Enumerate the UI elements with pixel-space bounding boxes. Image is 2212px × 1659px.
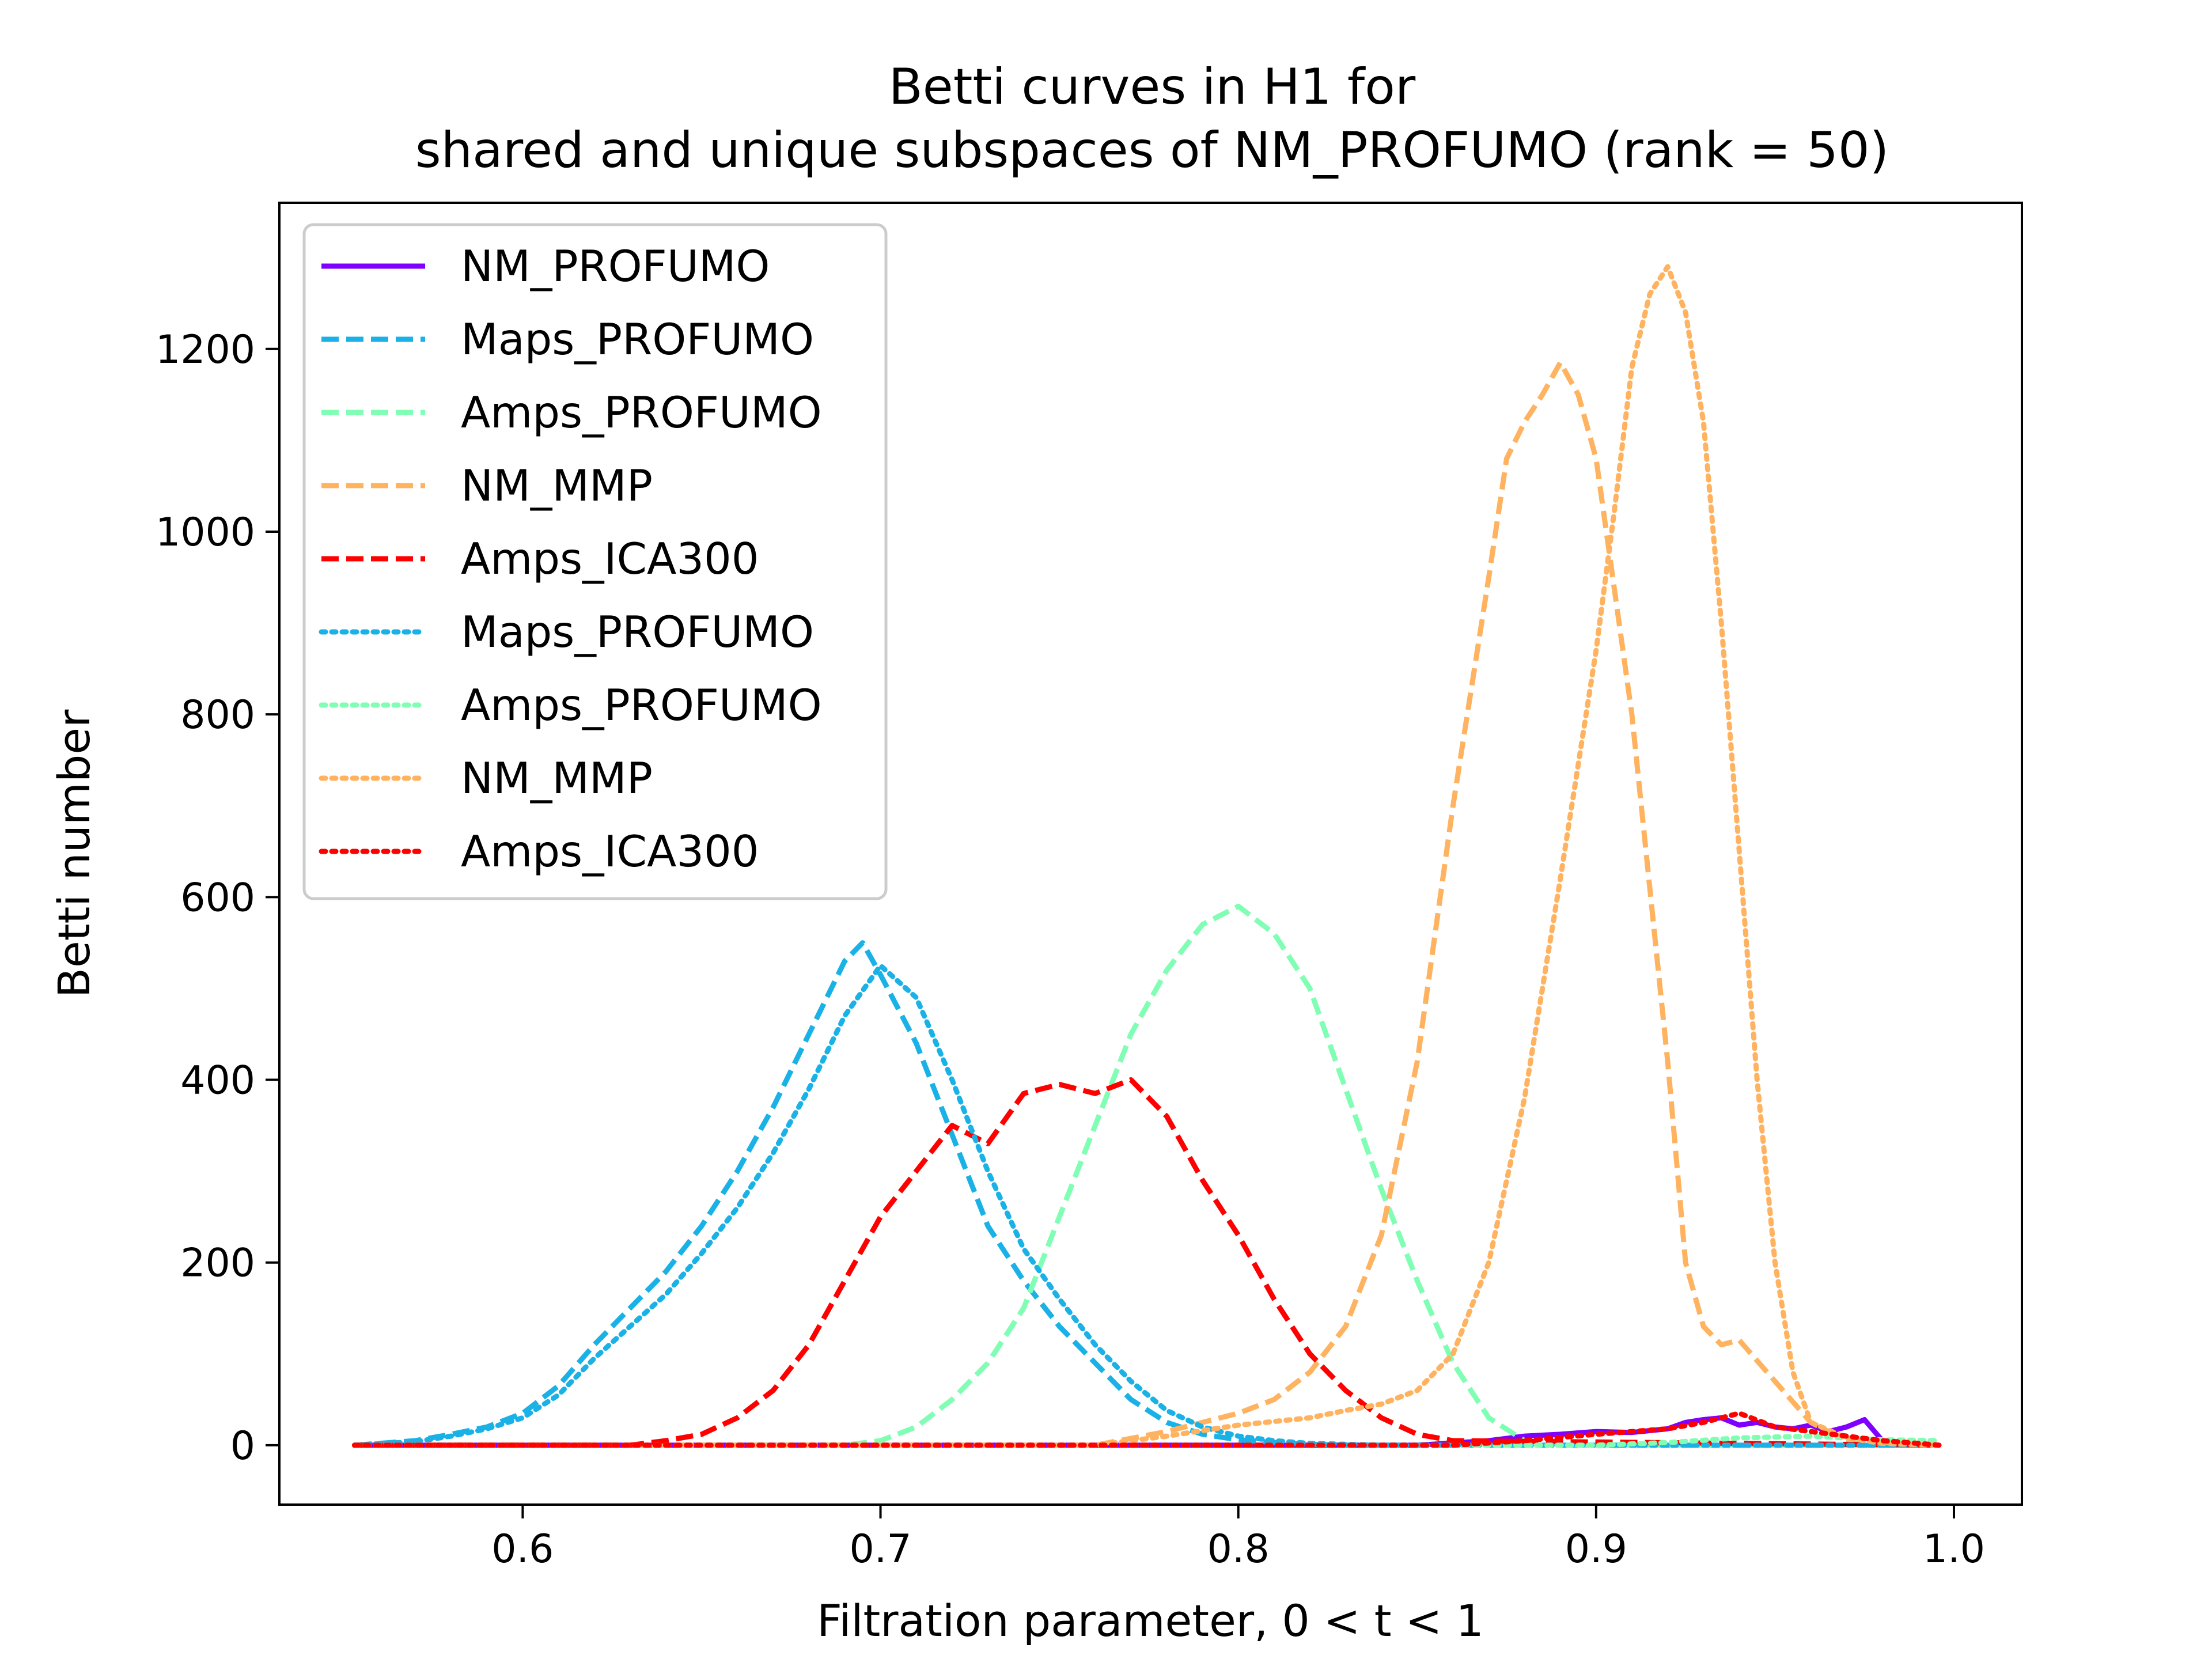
series-line-dotted-nm-mmp (351, 264, 1942, 1448)
x-tick-label: 0.8 (1207, 1527, 1270, 1572)
y-tick-label: 600 (180, 875, 255, 921)
series-line-dashed-amps-profumo (354, 903, 1940, 1448)
x-axis: 0.6 0.7 0.8 0.9 1.0 (491, 1505, 1985, 1572)
plot-frame (278, 202, 2023, 1506)
legend-label: NM_MMP (461, 753, 653, 804)
chart-title-line-1: Betti curves in H1 for (889, 58, 1416, 116)
y-tick-label: 1000 (156, 510, 255, 555)
legend-label: Maps_PROFUMO (461, 314, 814, 365)
series-line-dashed-maps-profumo (354, 940, 1940, 1448)
y-axis: 0 200 400 600 800 1000 1200 (156, 327, 279, 1469)
legend-label: Amps_PROFUMO (461, 680, 822, 730)
y-tick-label: 400 (180, 1058, 255, 1104)
series-line-dashed-amps-ica300 (354, 1077, 1940, 1448)
chart-title-line-2: shared and unique subspaces of NM_PROFUM… (415, 122, 1889, 179)
x-tick-label: 1.0 (1923, 1527, 1985, 1572)
y-tick-label: 800 (180, 692, 255, 738)
x-tick-label: 0.7 (849, 1527, 911, 1572)
x-tick-label: 0.6 (491, 1527, 554, 1572)
series-layer (351, 264, 1942, 1448)
y-axis-label: Betti number (48, 709, 100, 998)
y-tick-label: 0 (230, 1423, 255, 1469)
legend-label: Amps_ICA300 (461, 826, 759, 877)
y-tick-label: 200 (180, 1241, 255, 1286)
series-line-dashed-nm-mmp (354, 360, 1940, 1448)
legend-box (302, 223, 888, 900)
legend-label: Amps_ICA300 (461, 533, 759, 584)
legend-label: NM_PROFUMO (461, 241, 770, 291)
series-line-dotted-amps-ica300 (351, 1410, 1942, 1448)
legend-items: NM_PROFUMO Maps_PROFUMO Amps_PROFUMO NM_MMP… (319, 241, 822, 877)
series-line-dotted-maps-profumo (351, 963, 1942, 1448)
legend-label: Maps_PROFUMO (461, 607, 814, 657)
legend: NM_PROFUMO Maps_PROFUMO Amps_PROFUMO NM_MMP… (302, 223, 888, 900)
x-axis-label: Filtration parameter, 0 < t < 1 (817, 1595, 1484, 1646)
legend-label: Amps_PROFUMO (461, 387, 822, 438)
legend-label: NM_MMP (461, 460, 653, 511)
chart-title: Betti curves in H1 for shared and unique… (415, 58, 1889, 179)
x-tick-label: 0.9 (1565, 1527, 1627, 1572)
y-tick-label: 1200 (156, 327, 255, 373)
